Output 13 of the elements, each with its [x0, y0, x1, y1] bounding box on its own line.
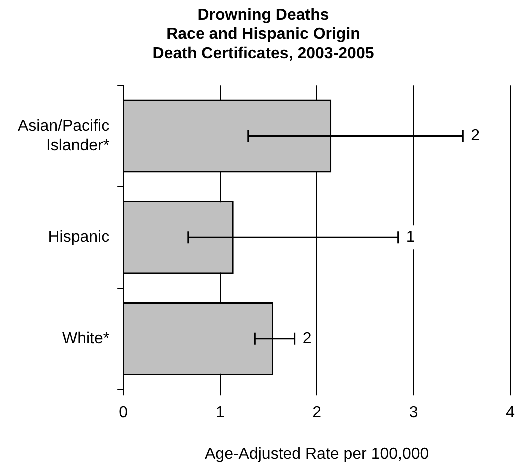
y-tick-label: White*	[62, 330, 110, 348]
annotation: 2	[302, 330, 312, 348]
x-tick-label: 2	[312, 404, 322, 422]
x-tick-label: 4	[506, 404, 516, 422]
y-tick-label: Asian/Pacific Islander*	[18, 118, 110, 154]
annotation: 2	[471, 128, 480, 145]
y-tick-label: Hispanic	[48, 229, 110, 246]
chart-title: Drowning Deaths Race and Hispanic Origin Death Certificates, 2003-2005	[152, 7, 374, 62]
x-tick-label: 1	[216, 404, 225, 422]
x-tick-label: 3	[409, 404, 418, 422]
x-tick-label: 0	[119, 404, 128, 422]
annotation: 1	[406, 229, 416, 246]
x-axis-title: Age-Adjusted Rate per 100,000	[204, 446, 430, 463]
